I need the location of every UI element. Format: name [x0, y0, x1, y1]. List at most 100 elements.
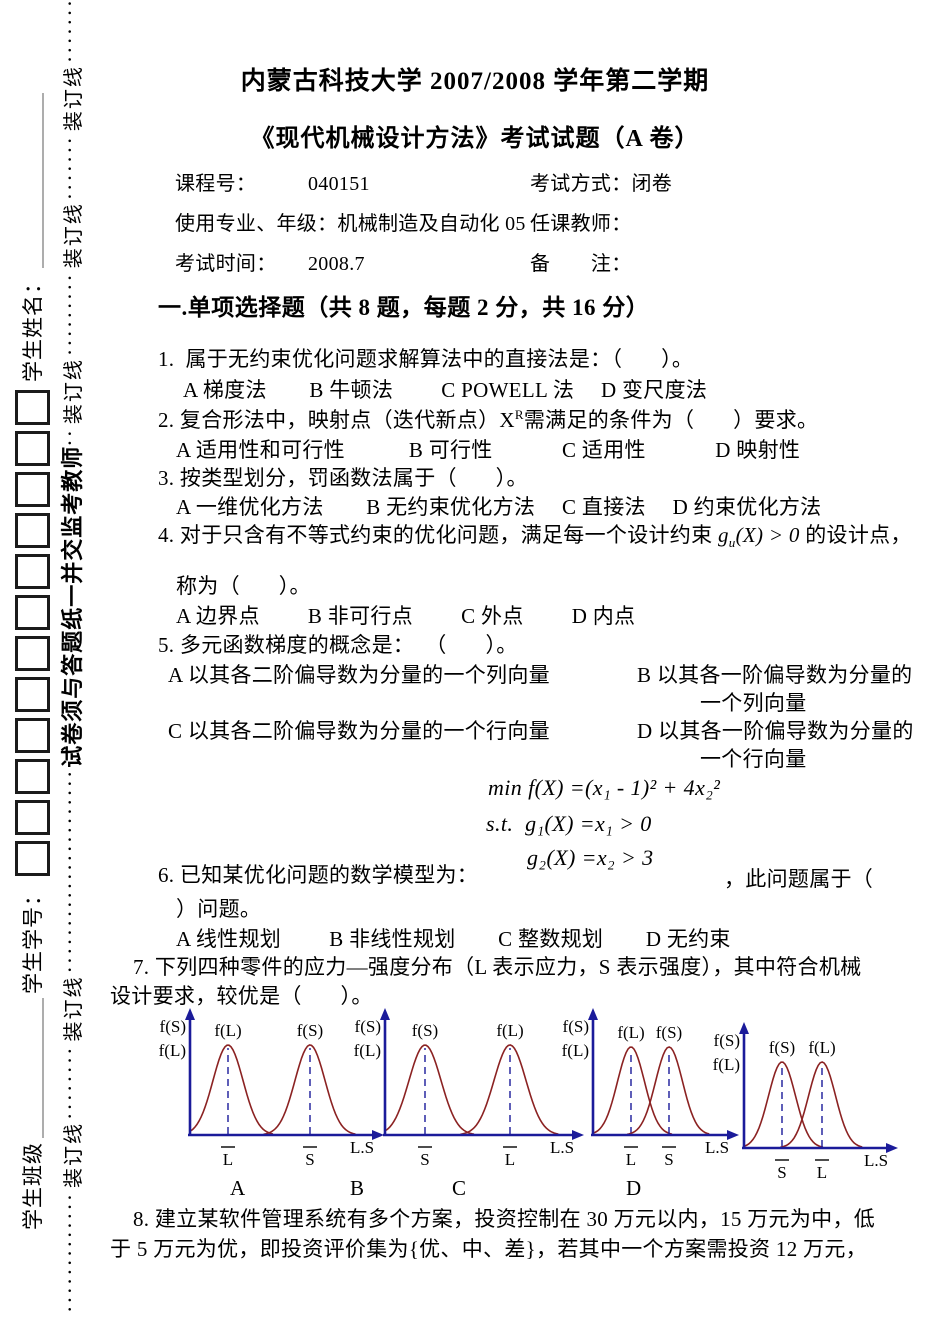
svg-text:L.S: L.S: [350, 1138, 374, 1157]
plot-label-d: D: [626, 1176, 642, 1200]
teacher-label: 任课教师：: [530, 213, 632, 235]
plot-label-c: C: [452, 1176, 467, 1200]
id-digit-box: [14, 800, 50, 835]
id-digit-box: [14, 677, 50, 712]
svg-text:S: S: [305, 1150, 314, 1169]
section-heading: 一.单项选择题（共 8 题，每题 2 分，共 16 分）: [158, 295, 650, 320]
exam-title: 内蒙古科技大学 2007/2008 学年第二学期: [240, 68, 710, 95]
student-fields-strip: 学生班级 学生学号： 学生姓名：: [10, 0, 54, 1342]
question-7-line2: 设计要求，较优是（ ）。: [110, 984, 373, 1008]
question-5-option-d-line2: 一个行向量: [700, 747, 807, 771]
stress-strength-plot-c: f(L) Lf(S) Sf(S) f(L) L.S: [562, 1008, 739, 1169]
stress-strength-plot-b: f(S) Sf(L) Lf(S) f(L) L.S: [354, 1008, 584, 1169]
svg-text:L: L: [223, 1150, 233, 1169]
svg-text:f(S): f(S): [355, 1017, 381, 1036]
question-1: 1. 属于无约束优化问题求解算法中的直接法是：（ ）。: [158, 347, 694, 371]
student-id-digit-boxes: [14, 390, 50, 876]
svg-text:L: L: [817, 1163, 827, 1182]
question-3: 3. 按类型划分，罚函数法属于（ ）。: [158, 466, 528, 490]
binding-dots: ••••••••••••••: [66, 0, 76, 62]
question-8-line2: 于 5 万元为优，即投资评价集为{优、中、差}，若其中一个方案需投资 12 万元…: [110, 1237, 867, 1261]
question-4-options: A 边界点 B 非可行点 C 外点 D 内点: [176, 604, 636, 628]
id-digit-box: [14, 595, 50, 630]
question-5: 5. 多元函数梯度的概念是： （ ）。: [158, 633, 518, 657]
plot-label-a: A: [230, 1176, 246, 1200]
major-and-grade: 使用专业、年级：机械制造及自动化 05: [175, 213, 526, 235]
q6-math-line-2: s.t. g₁(X) =x₁ > 0: [486, 811, 652, 836]
binding-line-label: 装订线: [62, 202, 85, 269]
id-digit-box: [14, 636, 50, 671]
svg-text:S: S: [777, 1163, 786, 1182]
question-4: 4. 对于只含有不等式约束的优化问题，满足每一个设计约束 gu(X) > 0 的…: [158, 523, 912, 551]
binding-dots: •••••••••••••: [66, 1190, 76, 1312]
binding-line-label: 装订线: [62, 975, 85, 1042]
plot-label-b: B: [350, 1176, 365, 1200]
svg-text:S: S: [664, 1150, 673, 1169]
remark-label: 备 注：: [530, 253, 632, 275]
svg-text:f(L): f(L): [159, 1041, 186, 1060]
exam-notice: 试卷须与答题纸一并交监考教师: [60, 445, 85, 768]
binding-dots: ••••••••••••••••••••••: [66, 767, 76, 973]
student-class-label: 学生班级: [21, 1142, 45, 1230]
svg-text:f(L): f(L): [562, 1041, 589, 1060]
svg-text:f(L): f(L): [354, 1041, 381, 1060]
exam-mode: 考试方式：闭卷: [530, 173, 673, 195]
binding-dots: ••: [66, 427, 76, 446]
svg-text:f(S): f(S): [297, 1021, 323, 1040]
question-5-option-b-line2: 一个列向量: [700, 691, 807, 715]
constraint-formula: gu(X) > 0: [717, 523, 800, 551]
svg-text:S: S: [420, 1150, 429, 1169]
course-number-label: 课程号：: [175, 173, 257, 195]
exam-time-label: 考试时间：: [175, 253, 277, 275]
question-6-line2: ）问题。: [176, 897, 262, 921]
svg-text:f(L): f(L): [808, 1038, 835, 1057]
binding-line-label: 装订线: [62, 1121, 85, 1188]
svg-text:f(S): f(S): [714, 1031, 740, 1050]
svg-text:f(S): f(S): [769, 1038, 795, 1057]
svg-text:f(S): f(S): [656, 1023, 682, 1042]
student-name-label: 学生姓名：: [21, 272, 45, 382]
svg-text:f(S): f(S): [412, 1021, 438, 1040]
svg-text:L.S: L.S: [705, 1138, 729, 1157]
student-id-label: 学生学号：: [21, 884, 45, 994]
question-5-option-c: C 以其各二阶偏导数为分量的一个行向量: [168, 719, 550, 743]
svg-text:f(L): f(L): [496, 1021, 523, 1040]
binding-dots: •••••••: [66, 134, 76, 200]
exam-subtitle: 《现代机械设计方法》考试试题（A 卷）: [250, 126, 700, 152]
stress-strength-plot-d: f(S) Sf(L) Lf(S) f(L) L.S: [713, 1022, 898, 1182]
question-5-option-d: D 以其各一阶偏导数为分量的: [637, 719, 914, 743]
svg-text:L.S: L.S: [864, 1151, 888, 1170]
svg-text:f(L): f(L): [713, 1055, 740, 1074]
id-digit-box: [14, 513, 50, 548]
binding-dots: ••••••••: [66, 1044, 76, 1119]
question-6-options: A 线性规划 B 非线性规划 C 整数规划 D 无约束: [176, 927, 731, 951]
q6-math-line-1: min f(X) =(x₁ - 1)² + 4x₂²: [488, 775, 721, 800]
superscript-r: R: [514, 407, 524, 422]
question-6-tail: ，此问题属于（: [724, 867, 874, 891]
question-6: 6. 已知某优化问题的数学模型为：: [158, 863, 479, 887]
svg-text:L: L: [505, 1150, 515, 1169]
id-digit-box: [14, 841, 50, 876]
question-2-options: A 适用性和可行性 B 可行性 C 适用性 D 映射性: [176, 438, 801, 462]
course-number-value: 040151: [308, 173, 370, 195]
svg-text:f(S): f(S): [563, 1017, 589, 1036]
student-class-blank: [19, 998, 45, 1138]
question-5-option-b: B 以其各一阶偏导数为分量的: [637, 663, 913, 687]
binding-line-label: 装订线: [62, 358, 85, 425]
svg-text:f(L): f(L): [617, 1023, 644, 1042]
question-3-options: A 一维优化方法 B 无约束优化方法 C 直接法 D 约束优化方法: [176, 495, 822, 519]
binding-line-strip: ••••••••••••• 装订线 •••••••• 装订线 •••••••••••••…: [54, 0, 88, 1342]
question-5-option-a: A 以其各二阶偏导数为分量的一个列向量: [168, 663, 550, 687]
svg-text:f(S): f(S): [160, 1017, 186, 1036]
question-1-options: A 梯度法 B 牛顿法 C POWELL 法 D 变尺度法: [183, 378, 708, 402]
stress-strength-plot-a: f(L) Lf(S) Sf(S) f(L) L.S: [159, 1008, 384, 1169]
id-digit-box: [14, 718, 50, 753]
question-2: 2. 复合形法中，映射点（迭代新点）XR需满足的条件为（ ）要求。: [158, 407, 819, 432]
question-4-line2: 称为（ ）。: [176, 574, 311, 598]
id-digit-box: [14, 431, 50, 466]
exam-time-value: 2008.7: [308, 253, 365, 275]
id-digit-box: [14, 390, 50, 425]
svg-text:f(L): f(L): [214, 1021, 241, 1040]
id-digit-box: [14, 472, 50, 507]
